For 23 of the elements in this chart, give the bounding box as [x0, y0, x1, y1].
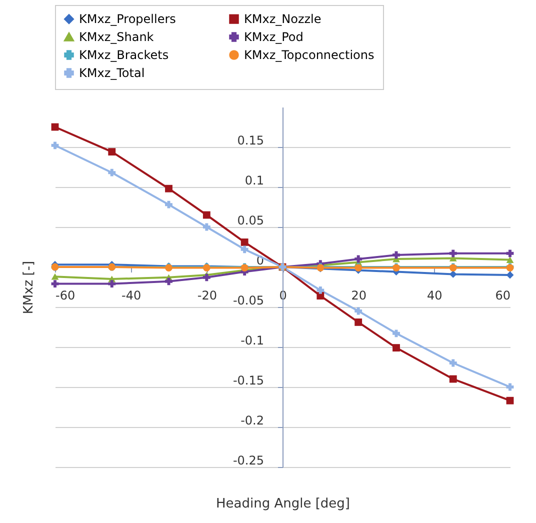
- x-tick-label: 40: [427, 288, 442, 302]
- legend-label: KMxz_Total: [79, 66, 145, 80]
- x-tick-label: -40: [122, 288, 142, 302]
- legend-label: KMxz_Shank: [79, 30, 154, 44]
- y-tick-label: -0.05: [232, 294, 264, 308]
- y-axis-title: KMxz [-]: [22, 260, 36, 314]
- x-axis-title: Heading Angle [deg]: [216, 496, 350, 512]
- x-tick-label: 60: [495, 288, 510, 302]
- y-tick-label: -0.1: [240, 334, 264, 348]
- x-tick-label: -20: [197, 288, 217, 302]
- legend-label: KMxz_Brackets: [79, 48, 169, 62]
- legend-label: KMxz_Propellers: [79, 12, 176, 26]
- y-tick-label: -0.15: [232, 374, 264, 388]
- y-tick-label: 0.1: [244, 174, 264, 188]
- y-tick-label: -0.25: [232, 454, 264, 468]
- x-tick-label: -60: [56, 288, 76, 302]
- legend-label: KMxz_Pod: [244, 30, 304, 44]
- x-tick-label: 20: [351, 288, 366, 302]
- legend-label: KMxz_Topconnections: [244, 48, 374, 62]
- y-tick-label: -0.2: [240, 414, 264, 428]
- legend-label: KMxz_Nozzle: [244, 12, 322, 26]
- y-tick-label: 0.05: [237, 214, 264, 228]
- y-tick-label: 0.15: [237, 134, 264, 148]
